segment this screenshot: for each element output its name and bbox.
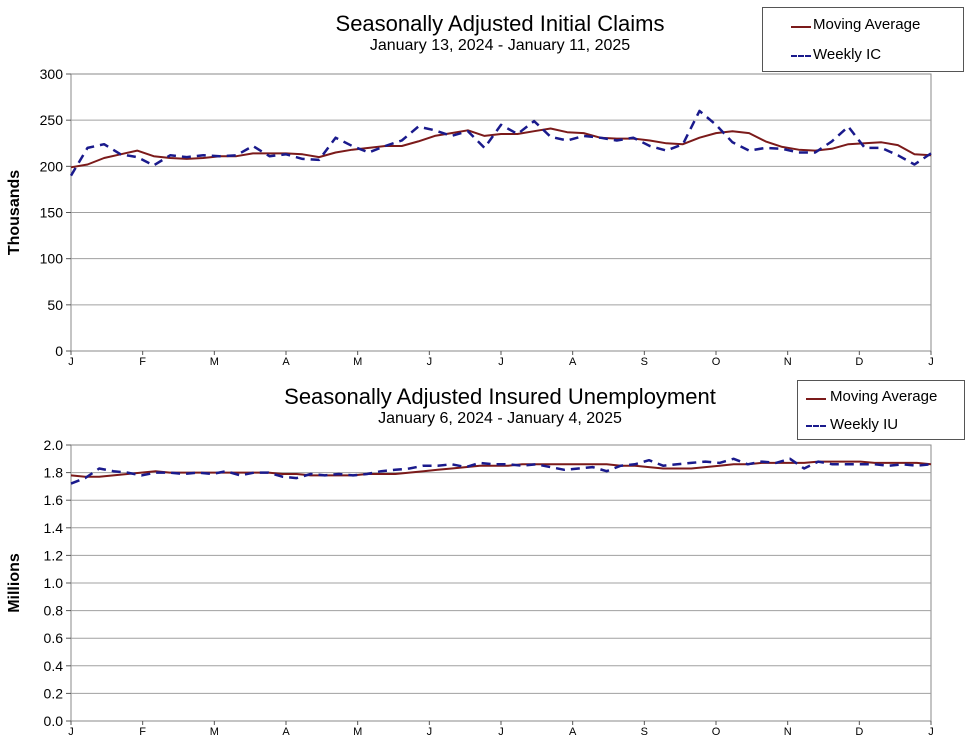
- x-tick-label: S: [641, 356, 648, 368]
- y-tick-label: 1.6: [44, 492, 64, 508]
- x-tick-label: J: [928, 726, 934, 738]
- chart-subtitle: January 13, 2024 - January 11, 2025: [369, 37, 631, 54]
- y-tick-label: 1.4: [44, 520, 64, 536]
- x-tick-label: A: [282, 726, 290, 738]
- x-tick-label: J: [928, 356, 934, 368]
- legend-label-moving-average: Moving Average: [830, 388, 938, 405]
- y-tick-label: 250: [40, 112, 64, 128]
- y-tick-label: 100: [40, 251, 64, 267]
- x-tick-label: J: [68, 356, 74, 368]
- y-tick-label: 1.8: [44, 465, 64, 481]
- chart-legend: Moving Average Weekly IU: [797, 380, 965, 440]
- x-tick-label: N: [784, 356, 792, 368]
- x-tick-label: F: [139, 726, 146, 738]
- chart-legend: Moving Average Weekly IC: [762, 7, 964, 72]
- x-tick-label: A: [282, 356, 290, 368]
- legend-label-moving-average: Moving Average: [813, 16, 921, 33]
- legend-swatch-weekly: [806, 425, 826, 427]
- x-tick-label: J: [498, 356, 504, 368]
- y-tick-label: 1.2: [44, 547, 64, 563]
- x-tick-label: J: [427, 356, 433, 368]
- chart-plot-area: 0.0 0.2 0.4 0.6 0.8 1.0 1.2 1.4 1.6 1.8 2.0 J F M A M J J…: [6, 437, 934, 738]
- chart-subtitle: January 6, 2024 - January 4, 2025: [378, 410, 622, 427]
- y-tick-label: 50: [47, 297, 63, 313]
- x-tick-label: A: [569, 726, 577, 738]
- y-tick-label: 0: [55, 343, 63, 359]
- x-tick-label: O: [712, 726, 721, 738]
- y-tick-label: 1.0: [44, 575, 64, 591]
- series-line-weekly: [69, 109, 932, 177]
- chart-title: Seasonally Adjusted Insured Unemployment: [284, 384, 716, 409]
- y-tick-label: 0.6: [44, 630, 64, 646]
- legend-swatch-moving-average: [791, 26, 811, 28]
- series-line-moving-average: [70, 460, 932, 478]
- y-tick-label: 0.0: [44, 713, 64, 729]
- x-tick-label: S: [641, 726, 648, 738]
- insured-unemployment-chart: Seasonally Adjusted Insured Unemployment…: [0, 373, 968, 751]
- y-tick-label: 0.8: [44, 603, 64, 619]
- y-tick-label: 200: [40, 158, 64, 174]
- legend-label-weekly: Weekly IC: [813, 46, 882, 63]
- x-tick-label: J: [68, 726, 74, 738]
- x-tick-label: D: [855, 356, 863, 368]
- x-tick-label: D: [855, 726, 863, 738]
- series-line-moving-average: [70, 127, 932, 169]
- y-tick-label: 2.0: [44, 437, 64, 453]
- x-tick-label: M: [353, 726, 362, 738]
- chart-title: Seasonally Adjusted Initial Claims: [335, 11, 665, 36]
- x-tick-label: M: [210, 356, 219, 368]
- series-line-weekly: [70, 457, 932, 485]
- y-axis-title: Thousands: [6, 170, 23, 255]
- x-tick-label: J: [498, 726, 504, 738]
- y-axis-title: Millions: [6, 553, 23, 613]
- initial-claims-chart: Seasonally Adjusted Initial Claims Janua…: [0, 0, 968, 368]
- x-tick-label: A: [569, 356, 577, 368]
- x-tick-label: O: [712, 356, 721, 368]
- y-tick-label: 0.2: [44, 685, 64, 701]
- legend-label-weekly: Weekly IU: [830, 416, 899, 433]
- x-tick-label: F: [139, 356, 146, 368]
- chart-plot-area: 0 50 100 150 200 250 300 J F M A M J J A S O N D J Thousands: [6, 66, 934, 368]
- y-tick-label: 150: [40, 205, 64, 221]
- x-tick-label: M: [353, 356, 362, 368]
- y-tick-label: 0.4: [44, 658, 64, 674]
- legend-swatch-weekly: [791, 55, 811, 57]
- legend-swatch-moving-average: [806, 398, 826, 400]
- x-tick-label: N: [784, 726, 792, 738]
- y-tick-label: 300: [40, 66, 64, 82]
- x-tick-label: M: [210, 726, 219, 738]
- x-tick-label: J: [427, 726, 433, 738]
